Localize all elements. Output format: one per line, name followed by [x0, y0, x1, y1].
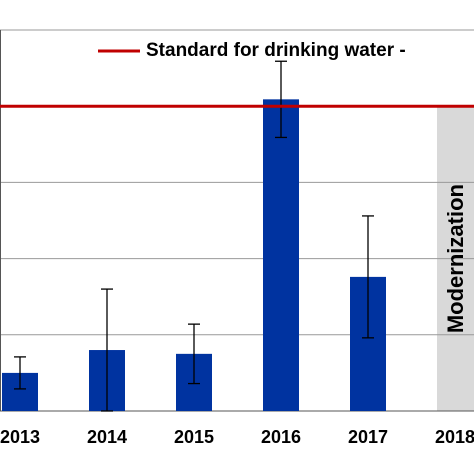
x-tick-label: 2017	[348, 427, 388, 447]
bar	[263, 99, 299, 411]
annotation-text: Modernization	[443, 184, 468, 333]
x-tick-label: 2013	[0, 427, 40, 447]
x-tick-label: 2015	[174, 427, 214, 447]
legend-label: Standard for drinking water -	[146, 40, 406, 61]
x-tick-label: 2016	[261, 427, 301, 447]
x-tick-label: 2018	[435, 427, 474, 447]
x-tick-label: 2014	[87, 427, 127, 447]
